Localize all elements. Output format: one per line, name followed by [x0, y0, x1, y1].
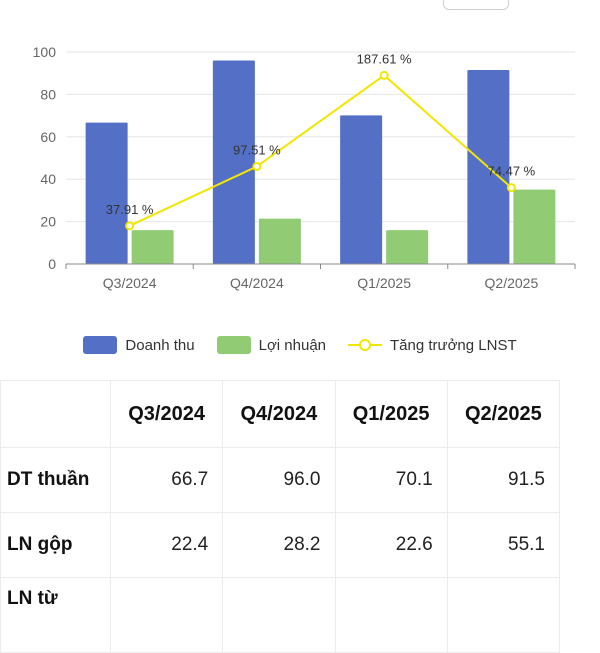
bar-profit	[258, 218, 301, 264]
financial-table: Q3/2024 Q4/2024 Q1/2025 Q2/2025 DT thuần…	[0, 380, 561, 653]
table-cell	[446, 577, 561, 653]
table-cell: 22.6	[334, 512, 448, 578]
legend-label-revenue: Doanh thu	[125, 336, 195, 354]
row-label: LN từ	[0, 577, 111, 653]
x-tick-label: Q2/2025	[485, 275, 539, 291]
bar-profit	[513, 189, 556, 264]
y-tick-label: 0	[48, 256, 56, 272]
table-cell: 91.5	[446, 447, 561, 513]
legend-label-growth: Tăng trưởng LNST	[390, 336, 517, 354]
table-header-row: Q3/2024 Q4/2024 Q1/2025 Q2/2025	[0, 380, 561, 448]
legend-item-revenue[interactable]: Doanh thu	[83, 336, 195, 354]
growth-data-label: 187.61 %	[357, 51, 412, 66]
table-row: DT thuần 66.7 96.0 70.1 91.5	[0, 447, 561, 513]
table-header-cell	[0, 380, 111, 448]
x-tick-label: Q1/2025	[357, 275, 411, 291]
table-header-cell: Q4/2024	[222, 380, 336, 448]
y-tick-label: 40	[40, 171, 56, 187]
y-tick-label: 20	[40, 214, 56, 230]
table-cell: 70.1	[334, 447, 448, 513]
table-cell	[334, 577, 448, 653]
row-label: DT thuần	[0, 447, 111, 513]
bar-profit	[131, 230, 174, 264]
y-tick-label: 60	[40, 129, 56, 145]
growth-point	[379, 70, 389, 80]
legend-label-profit: Lợi nhuận	[258, 336, 327, 354]
row-label: LN gộp	[0, 512, 111, 578]
top-button[interactable]	[443, 0, 509, 10]
bar-profit	[386, 230, 429, 264]
table-cell	[222, 577, 336, 653]
growth-data-label: 74.47 %	[488, 164, 536, 179]
bar-revenue	[212, 60, 255, 265]
table-cell: 55.1	[446, 512, 561, 578]
table-cell	[109, 577, 224, 653]
growth-data-label: 97.51 %	[233, 142, 281, 157]
chart: 0 20 40 60 80 100 Q3/2024 Q4/2024 Q1/2025 Q2/2025…	[33, 44, 576, 291]
table-header-cell: Q2/2025	[446, 380, 561, 448]
y-tick-label: 80	[40, 86, 56, 102]
legend: Doanh thu Lợi nhuận Tăng trưởng LNST	[0, 333, 600, 357]
legend-swatch-profit	[216, 336, 251, 354]
x-tick-label: Q4/2024	[230, 275, 284, 291]
growth-data-label: 37.91 %	[106, 202, 154, 217]
table-row: LN gộp 22.4 28.2 22.6 55.1	[0, 512, 561, 578]
table-row: LN từ	[0, 577, 561, 653]
legend-swatch-revenue	[83, 336, 118, 354]
growth-line	[129, 74, 513, 227]
table-header-cell: Q3/2024	[109, 380, 224, 448]
table-header-cell: Q1/2025	[334, 380, 448, 448]
legend-item-growth[interactable]: Tăng trưởng LNST	[348, 336, 517, 354]
growth-point	[252, 161, 262, 171]
growth-point	[506, 183, 516, 193]
y-tick-label: 100	[33, 44, 57, 60]
x-tick-label: Q3/2024	[103, 275, 157, 291]
table-cell: 66.7	[109, 447, 224, 513]
table-cell: 28.2	[222, 512, 336, 578]
bar-revenue	[85, 122, 128, 264]
growth-point	[125, 221, 135, 231]
table-cell: 22.4	[109, 512, 224, 578]
legend-swatch-growth	[348, 336, 383, 354]
legend-item-profit[interactable]: Lợi nhuận	[216, 336, 327, 354]
bar-revenue	[340, 115, 383, 264]
table-cell: 96.0	[222, 447, 336, 513]
